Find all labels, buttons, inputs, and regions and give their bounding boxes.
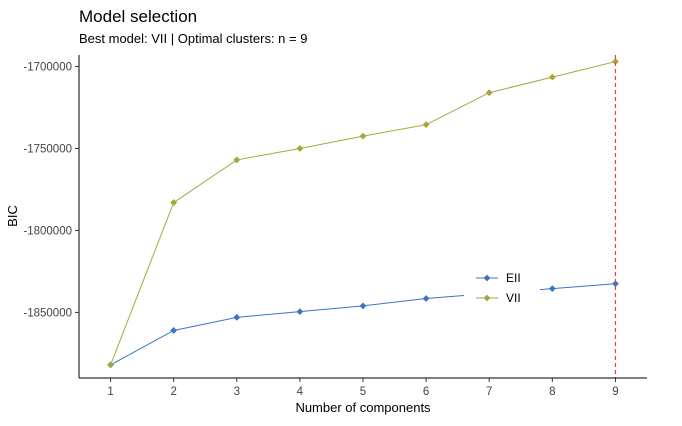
data-point-vii	[548, 73, 556, 81]
x-tick-label: 9	[612, 386, 618, 398]
y-tick-label: -1750000	[23, 143, 72, 155]
chart-subtitle: Best model: VII | Optimal clusters: n = …	[79, 31, 307, 46]
legend-label-eii: EII	[506, 271, 521, 285]
y-axis-ticks: -1850000 -1800000 -1750000 -1700000	[23, 61, 79, 319]
legend-key-marker	[483, 294, 491, 302]
x-tick-label: 1	[107, 386, 113, 398]
y-tick-label: -1700000	[23, 61, 72, 73]
data-point-vii	[233, 156, 241, 164]
chart-title: Model selection	[79, 7, 197, 26]
data-point-vii	[296, 145, 304, 152]
data-point-eii	[359, 302, 367, 310]
data-point-vii	[485, 89, 493, 97]
legend-background	[464, 268, 540, 314]
data-point-eii	[422, 295, 430, 302]
x-tick-label: 3	[234, 386, 240, 398]
y-axis-title: BIC	[5, 205, 20, 227]
x-tick-label: 5	[360, 386, 366, 398]
x-tick-label: 7	[486, 386, 492, 398]
x-axis-title: Number of components	[295, 400, 431, 415]
data-point-vii	[107, 361, 114, 369]
y-tick-label: -1850000	[23, 307, 72, 319]
data-point-vii	[612, 58, 619, 65]
series-line-vii	[110, 61, 616, 366]
x-tick-label: 4	[297, 386, 304, 398]
data-point-eii	[233, 313, 241, 321]
x-tick-label: 6	[423, 386, 429, 398]
data-point-vii	[359, 132, 367, 140]
x-axis-ticks: 1 2 3 4 5 6 7 8 9	[107, 378, 619, 398]
legend-key-marker	[483, 274, 491, 282]
legend: EII VII	[464, 268, 540, 314]
y-tick-label: -1800000	[23, 225, 72, 237]
data-point-vii	[422, 121, 430, 129]
data-point-vii	[170, 199, 178, 206]
data-point-eii	[170, 327, 178, 334]
x-tick-label: 8	[549, 386, 555, 398]
x-tick-label: 2	[170, 386, 176, 398]
plot-area	[107, 55, 619, 378]
data-point-eii	[612, 280, 619, 288]
legend-label-vii: VII	[506, 291, 521, 305]
data-point-eii	[296, 308, 304, 315]
data-point-eii	[548, 285, 556, 293]
